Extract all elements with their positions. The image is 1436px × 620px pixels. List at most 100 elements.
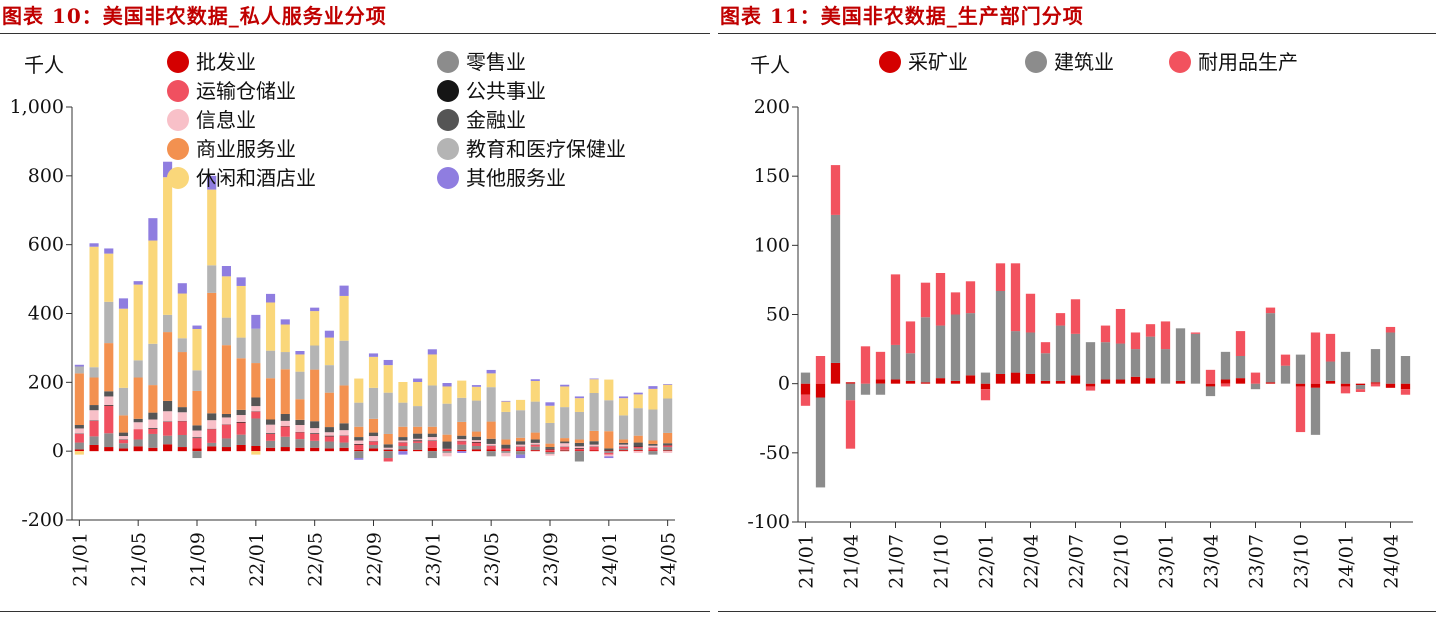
bar-segment [648, 451, 658, 455]
bar-segment [800, 394, 811, 406]
legend-swatch [167, 167, 189, 189]
bar-segment [516, 446, 526, 451]
bar-segment [251, 418, 261, 446]
y-tick-label: 200 [754, 96, 790, 118]
bar-segment [74, 425, 84, 429]
bar-segment [221, 424, 231, 439]
bar-segment [413, 449, 423, 452]
bar-segment [324, 436, 334, 442]
bar-segment [890, 379, 901, 384]
bar-segment [545, 447, 555, 449]
bar-segment [950, 380, 961, 384]
bar-segment [830, 165, 841, 215]
bar-segment [354, 440, 364, 444]
bar-segment [104, 253, 114, 302]
bar-segment [251, 406, 261, 412]
bar-segment [589, 393, 599, 431]
y-tick-label: 600 [28, 234, 64, 256]
bar-segment [618, 396, 629, 399]
bar-segment [1115, 308, 1126, 344]
bar-segment [236, 285, 246, 338]
bar-segment [633, 446, 643, 449]
bar-segment [457, 435, 467, 440]
bar-segment [74, 442, 84, 450]
legend-label: 信息业 [196, 108, 256, 132]
bar-segment [604, 379, 614, 401]
bar-segment [1235, 356, 1246, 379]
bar-segment [633, 448, 643, 451]
bar-segment [398, 451, 408, 455]
bar-segment [1115, 379, 1126, 384]
bar-segment [442, 434, 452, 442]
bar-segment [118, 432, 129, 437]
x-tick-label: 22/05 [305, 532, 327, 587]
bar-segment [589, 430, 599, 442]
bar-segment [148, 218, 158, 241]
bar-segment [133, 281, 143, 285]
bar-segment [104, 433, 114, 448]
bar-segment [148, 343, 158, 386]
bar-segment [604, 400, 614, 432]
bar-segment [574, 442, 584, 447]
bar-segment [486, 373, 496, 388]
bar-segment [1385, 326, 1396, 333]
x-tick-label: 23/09 [540, 532, 562, 587]
bar-segment [1370, 382, 1381, 384]
bar-segment [265, 293, 276, 303]
bar-segment [1070, 299, 1081, 334]
bar-segment [354, 449, 364, 452]
bar-segment [413, 381, 423, 407]
bar-segment [251, 363, 261, 398]
bar-segment [427, 385, 437, 427]
bar-segment [663, 384, 673, 385]
bottom-rule [0, 611, 710, 612]
x-tick-label: 21/01 [69, 532, 91, 587]
bar-segment [148, 240, 158, 344]
bar-segment [1025, 373, 1036, 384]
bar-segment [545, 422, 555, 444]
bar-segment [1100, 379, 1111, 384]
bar-segment [800, 372, 811, 384]
bar-segment [1040, 353, 1051, 381]
bar-segment [192, 430, 202, 438]
bar-segment [354, 444, 364, 450]
x-tick-label: 22/01 [246, 532, 268, 587]
y-tick-label: 1,000 [10, 96, 64, 118]
bar-segment [310, 428, 320, 434]
bar-segment [368, 441, 379, 445]
legend-swatch [437, 51, 459, 73]
bar-segment [1100, 325, 1111, 343]
bar-segment [324, 330, 334, 338]
bar-segment [648, 409, 658, 441]
bar-segment [427, 433, 437, 438]
bar-segment [1055, 380, 1066, 384]
bar-segment [574, 446, 584, 449]
bar-segment [589, 379, 599, 394]
bar-segment [830, 214, 841, 363]
bar-segment [530, 450, 540, 452]
bar-segment [310, 433, 320, 434]
bar-segment [104, 343, 114, 392]
bar-segment [133, 360, 143, 378]
bar-segment [1295, 386, 1306, 433]
bar-segment [177, 447, 187, 452]
bar-segment [442, 448, 452, 451]
bar-segment [118, 436, 129, 440]
bar-segment [860, 383, 871, 395]
bar-segment [177, 412, 187, 421]
bar-segment [980, 372, 991, 384]
bar-segment [1325, 333, 1336, 362]
bar-segment [207, 413, 217, 421]
legend-swatch [167, 109, 189, 131]
bar-segment [530, 432, 540, 440]
bar-segment [574, 448, 584, 451]
bar-segment [192, 448, 202, 452]
bar-segment [486, 443, 496, 446]
bar-segment [133, 377, 143, 419]
bar-segment [589, 444, 599, 447]
bar-segment [516, 454, 526, 459]
bar-segment [295, 351, 305, 355]
bar-segment [1040, 342, 1051, 354]
bar-segment [845, 382, 856, 384]
bar-segment [310, 369, 320, 422]
